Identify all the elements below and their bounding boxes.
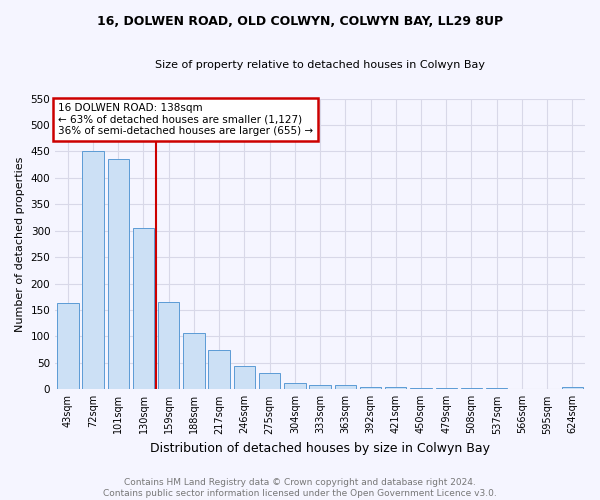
Bar — [107, 160, 129, 390]
Bar — [486, 388, 508, 390]
Bar — [461, 388, 482, 390]
Bar — [410, 388, 432, 390]
Bar — [82, 152, 104, 390]
Bar — [259, 373, 280, 390]
Text: 16, DOLWEN ROAD, OLD COLWYN, COLWYN BAY, LL29 8UP: 16, DOLWEN ROAD, OLD COLWYN, COLWYN BAY,… — [97, 15, 503, 28]
Title: Size of property relative to detached houses in Colwyn Bay: Size of property relative to detached ho… — [155, 60, 485, 70]
Bar — [133, 228, 154, 390]
Bar — [536, 389, 558, 390]
Bar — [562, 387, 583, 390]
Bar — [158, 302, 179, 390]
Bar — [436, 388, 457, 390]
Y-axis label: Number of detached properties: Number of detached properties — [15, 156, 25, 332]
Bar — [511, 389, 533, 390]
Bar — [284, 384, 305, 390]
Text: Contains HM Land Registry data © Crown copyright and database right 2024.
Contai: Contains HM Land Registry data © Crown c… — [103, 478, 497, 498]
Bar — [385, 387, 406, 390]
Bar — [335, 384, 356, 390]
X-axis label: Distribution of detached houses by size in Colwyn Bay: Distribution of detached houses by size … — [150, 442, 490, 455]
Text: 16 DOLWEN ROAD: 138sqm
← 63% of detached houses are smaller (1,127)
36% of semi-: 16 DOLWEN ROAD: 138sqm ← 63% of detached… — [58, 103, 313, 136]
Bar — [233, 366, 255, 390]
Bar — [360, 386, 381, 390]
Bar — [208, 350, 230, 390]
Bar — [183, 332, 205, 390]
Bar — [57, 303, 79, 390]
Bar — [310, 384, 331, 390]
